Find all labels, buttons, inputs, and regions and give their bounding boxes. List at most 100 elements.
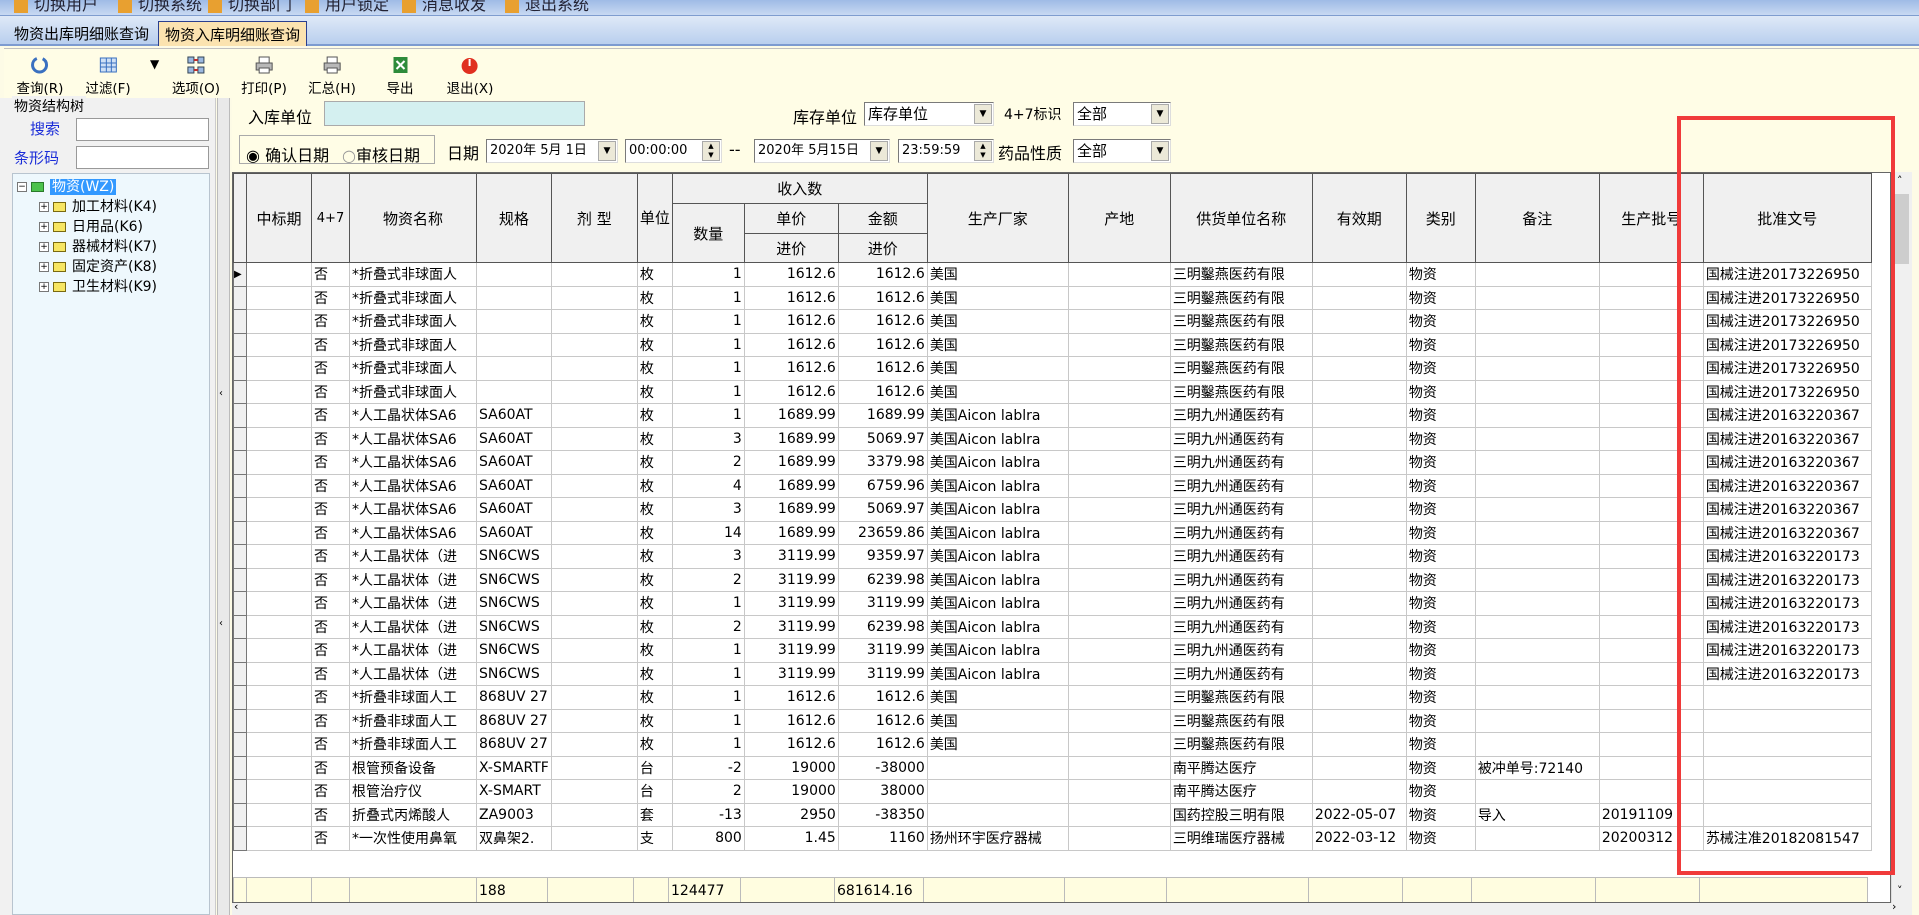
cell-category[interactable]: 物资 [1405,732,1476,757]
flag47-select[interactable]: 全部 ▼ [1073,102,1171,126]
cell-batch[interactable] [1598,285,1704,310]
cell-amount[interactable]: 6239.98 [837,567,928,592]
cell-maker[interactable]: 美国Aicon lablra [926,450,1069,475]
menu-user-lock[interactable]: 用户锁定 [305,0,389,15]
cell-form[interactable] [550,473,638,498]
cell-bid[interactable] [246,685,312,710]
cell-approval[interactable] [1702,732,1872,757]
cell-amount[interactable]: 5069.97 [837,497,928,522]
cell-unit[interactable]: 枚 [636,661,673,686]
row-selector[interactable]: ▶ [233,262,247,287]
cell-qty[interactable]: 3 [671,497,745,522]
cell-supplier[interactable]: 三明鑿燕医药有限 [1169,379,1313,404]
row-selector[interactable] [233,544,247,569]
cell-unit[interactable]: 枚 [636,426,673,451]
cell-supplier[interactable]: 三明鑿燕医药有限 [1169,262,1313,287]
cell-unit[interactable]: 枚 [636,379,673,404]
cell-price[interactable]: 1612.6 [743,356,839,381]
cell-f47[interactable]: 否 [311,426,350,451]
date-from-picker[interactable]: 2020年 5月 1日 ▼ [486,139,618,163]
options-button[interactable]: 选项(O) [172,55,220,97]
col-bid[interactable]: 中标期 [246,173,312,263]
cell-maker[interactable]: 美国Aicon lablra [926,591,1069,616]
cell-category[interactable]: 物资 [1405,567,1476,592]
cell-bid[interactable] [246,732,312,757]
barcode-input[interactable] [76,146,209,169]
col-name[interactable]: 物资名称 [349,173,477,263]
cell-category[interactable]: 物资 [1405,379,1476,404]
cell-bid[interactable] [246,520,312,545]
cell-approval[interactable]: 国械注进20163220367 [1702,403,1872,428]
radio-audit-date[interactable]: ○审核日期 [342,146,420,165]
tree-node[interactable]: + 固定资产(K8) [39,259,158,275]
table-row[interactable]: 否 *人工晶状体（进 SN6CWS 枚 3 3119.99 9359.97 美国Aicon l… [233,544,1872,569]
cell-bid[interactable] [246,544,312,569]
cell-spec[interactable] [476,332,552,357]
cell-batch[interactable] [1598,262,1704,287]
cell-f47[interactable]: 否 [311,802,350,827]
col-approval[interactable]: 批准文号 [1702,173,1872,263]
cell-expiry[interactable]: 2022-05-07 [1311,802,1407,827]
tree-node[interactable]: + 日用品(K6) [39,219,144,235]
cell-price[interactable]: 1612.6 [743,262,839,287]
cell-note[interactable] [1474,661,1600,686]
cell-bid[interactable] [246,591,312,616]
col-maker[interactable]: 生产厂家 [926,173,1069,263]
table-row[interactable]: 否折叠式丙烯酸人 ZA9003 套 -13 2950 -38350 国药控股三明有限 2022… [233,802,1872,827]
cell-qty[interactable]: -13 [671,802,745,827]
cell-expiry[interactable] [1311,262,1407,287]
cell-bid[interactable] [246,614,312,639]
row-selector[interactable] [233,638,247,663]
cell-maker[interactable] [926,755,1069,780]
cell-unit[interactable]: 台 [636,779,673,804]
horizontal-scrollbar[interactable]: ‹ › [232,900,1912,915]
cell-supplier[interactable]: 三明鑿燕医药有限 [1169,332,1313,357]
cell-category[interactable]: 物资 [1405,779,1476,804]
cell-spec[interactable] [476,309,552,334]
cell-unit[interactable]: 枚 [636,638,673,663]
cell-expiry[interactable] [1311,544,1407,569]
cell-amount[interactable]: -38350 [837,802,928,827]
cell-spec[interactable]: 双鼻架2. [476,826,552,851]
cell-spec[interactable]: 868UV 27 [476,708,552,733]
cell-qty[interactable]: 14 [671,520,745,545]
cell-supplier[interactable]: 三明九州通医药有 [1169,638,1313,663]
cell-origin[interactable] [1067,567,1171,592]
cell-batch[interactable] [1598,567,1704,592]
col-spec[interactable]: 规格 [476,173,552,263]
cell-note[interactable] [1474,285,1600,310]
cell-form[interactable] [550,614,638,639]
cell-category[interactable]: 物资 [1405,403,1476,428]
cell-f47[interactable]: 否 [311,332,350,357]
cell-approval[interactable]: 国械注进20163220173 [1702,661,1872,686]
menu-switch-system[interactable]: 切换系统 [118,0,202,15]
cell-supplier[interactable]: 三明九州通医药有 [1169,426,1313,451]
cell-amount[interactable]: 1612.6 [837,332,928,357]
expand-icon[interactable]: + [39,242,49,252]
cell-name[interactable]: *折叠式非球面人 [349,332,477,357]
cell-category[interactable]: 物资 [1405,638,1476,663]
cell-maker[interactable]: 美国Aicon lablra [926,567,1069,592]
time-to-spinner[interactable]: 23:59:59 ▲ ▼ [898,139,994,163]
cell-supplier[interactable]: 三明九州通医药有 [1169,614,1313,639]
cell-unit[interactable]: 枚 [636,497,673,522]
time-from-spinner[interactable]: 00:00:00 ▲ ▼ [625,139,722,163]
cell-batch[interactable] [1598,332,1704,357]
cell-maker[interactable]: 美国 [926,685,1069,710]
cell-expiry[interactable] [1311,732,1407,757]
cell-batch[interactable]: 20200312 [1598,826,1704,851]
cell-amount[interactable]: 1612.6 [837,309,928,334]
cell-bid[interactable] [246,403,312,428]
cell-name[interactable]: 根管治疗仪 [349,779,477,804]
cell-form[interactable] [550,262,638,287]
cell-supplier[interactable]: 三明九州通医药有 [1169,473,1313,498]
cell-expiry[interactable] [1311,356,1407,381]
collapse-left-icon[interactable]: ‹ [219,618,223,629]
scroll-left-icon[interactable]: ‹ [234,900,239,913]
drug-nature-select[interactable]: 全部 ▼ [1073,139,1171,163]
cell-note[interactable] [1474,426,1600,451]
cell-price[interactable]: 1689.99 [743,520,839,545]
cell-qty[interactable]: 1 [671,332,745,357]
cell-supplier[interactable]: 三明九州通医药有 [1169,450,1313,475]
cell-amount[interactable]: 3119.99 [837,661,928,686]
